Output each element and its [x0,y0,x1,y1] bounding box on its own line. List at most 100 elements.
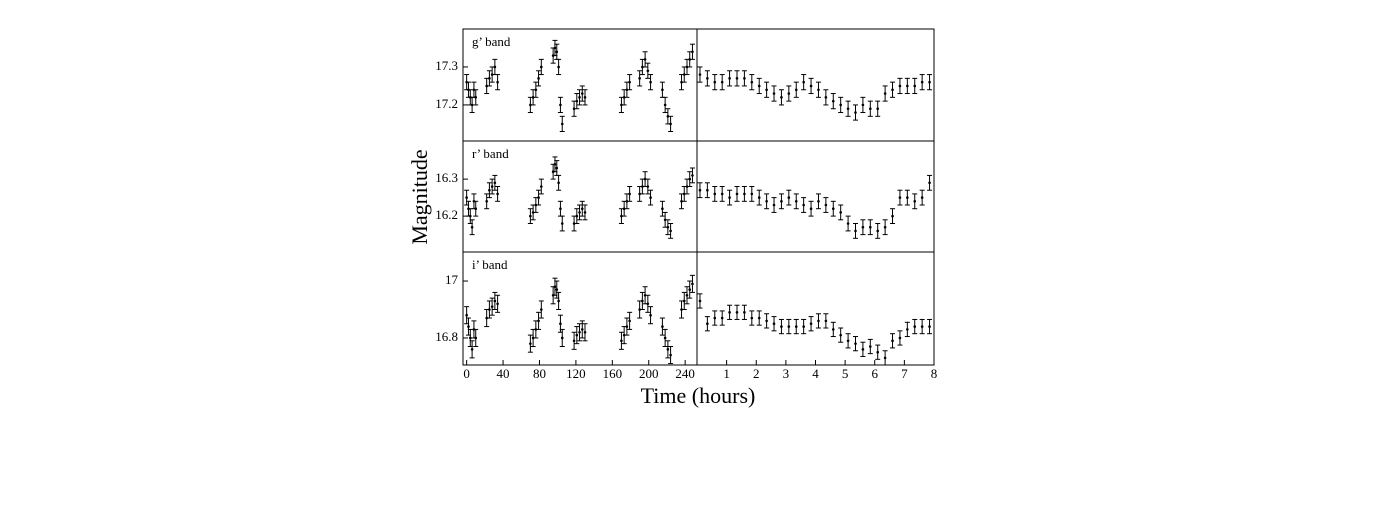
data-point [765,319,768,323]
data-point [649,196,652,199]
data-point [928,325,931,328]
data-point [559,103,562,107]
data-point [661,88,664,92]
data-point [913,325,917,328]
data-point [720,192,724,196]
data-point [534,328,538,331]
data-point [485,316,488,320]
data-point [713,80,717,84]
data-point [861,103,865,107]
data-point [649,80,652,84]
data-point [839,333,842,337]
data-point [534,88,538,92]
data-point [620,214,623,218]
data-point [682,192,686,196]
data-point [572,339,576,343]
data-point [580,207,584,211]
data-point [898,336,902,340]
data-point [706,77,709,80]
data-point [685,293,689,297]
panel-frame [696,28,935,142]
data-point [680,80,683,84]
data-point [817,319,820,323]
data-point [638,308,641,311]
data-point [898,196,902,199]
data-point [572,107,576,111]
data-point [839,211,842,214]
data-point [876,107,880,111]
data-point [540,308,543,311]
data-point [809,207,813,211]
y-tick-label: 17.2 [435,96,458,111]
data-point [817,200,820,203]
data-point [553,46,557,50]
x-tick-label: 0 [463,366,470,381]
data-point [688,177,692,181]
data-point [906,328,909,331]
x-tick-label: 240 [675,366,695,381]
data-point [560,336,564,340]
data-point [625,200,629,203]
data-point [643,177,647,181]
band-label: i’ band [472,257,508,272]
data-point [496,302,499,306]
data-point [920,325,924,328]
data-point [537,196,540,199]
data-point [488,77,491,80]
data-point [706,188,709,192]
data-point [713,316,717,320]
x-tick-label: 4 [812,366,819,381]
data-point [883,356,887,360]
data-point [643,293,647,297]
data-point [765,200,768,203]
data-point [580,92,584,95]
data-point [580,328,584,331]
data-point [496,80,499,84]
data-point [685,185,689,188]
data-point [474,96,478,99]
data-point [869,107,872,111]
data-point [743,192,746,196]
x-tick-label: 7 [901,366,908,381]
data-point [891,214,894,218]
data-point [557,65,560,69]
data-point [649,313,652,317]
x-tick-label: 8 [931,366,938,381]
data-point [750,316,754,320]
data-point [531,211,535,214]
data-point [578,96,581,99]
data-point [735,311,739,314]
data-point [531,96,535,99]
x-tick-label: 160 [603,366,623,381]
data-point [625,325,629,328]
data-point [920,196,924,199]
data-point [898,84,902,88]
y-axis-label: Magnitude [407,149,432,244]
data-point [646,302,650,306]
data-point [493,299,497,303]
data-point [824,203,828,207]
data-point [728,311,731,314]
data-point [688,288,692,291]
x-axis-label: Time (hours) [641,383,756,408]
data-point [772,92,776,95]
data-point [575,214,579,218]
data-point [638,77,641,80]
data-point [854,342,857,345]
data-point [831,99,835,103]
data-point [622,207,626,211]
data-point [666,225,670,229]
data-point [622,333,626,337]
data-point [529,342,532,345]
data-point [861,225,865,229]
data-point [470,103,474,107]
data-point [493,181,497,185]
data-point [560,122,564,126]
data-point [575,333,579,337]
data-point [757,84,761,88]
data-point [735,77,739,80]
data-point [743,77,746,80]
data-point [555,166,559,170]
data-point [663,103,667,107]
data-point [534,203,538,207]
